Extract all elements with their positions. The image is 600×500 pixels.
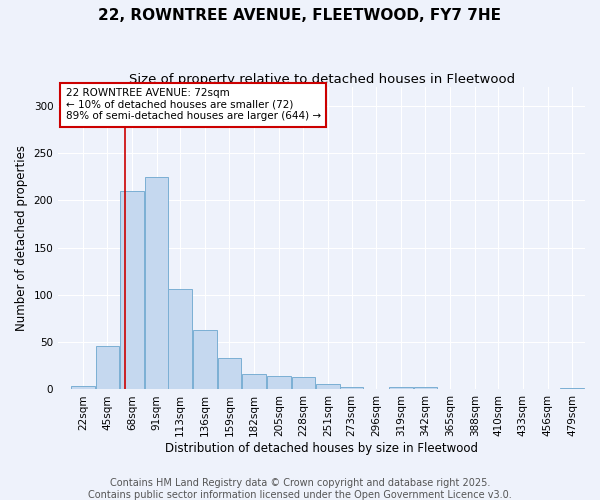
Bar xyxy=(267,376,290,390)
Bar xyxy=(169,289,192,390)
Bar xyxy=(218,358,241,390)
Text: Contains HM Land Registry data © Crown copyright and database right 2025.
Contai: Contains HM Land Registry data © Crown c… xyxy=(88,478,512,500)
Bar xyxy=(193,330,217,390)
Bar xyxy=(316,384,340,390)
Text: 22 ROWNTREE AVENUE: 72sqm
← 10% of detached houses are smaller (72)
89% of semi-: 22 ROWNTREE AVENUE: 72sqm ← 10% of detac… xyxy=(65,88,321,122)
Bar xyxy=(292,377,315,390)
Bar xyxy=(242,374,266,390)
Bar xyxy=(71,386,95,390)
Title: Size of property relative to detached houses in Fleetwood: Size of property relative to detached ho… xyxy=(128,72,515,86)
Bar xyxy=(560,388,584,390)
Bar xyxy=(340,386,364,390)
Bar xyxy=(120,191,144,390)
Text: 22, ROWNTREE AVENUE, FLEETWOOD, FY7 7HE: 22, ROWNTREE AVENUE, FLEETWOOD, FY7 7HE xyxy=(98,8,502,22)
Bar xyxy=(145,176,169,390)
Y-axis label: Number of detached properties: Number of detached properties xyxy=(15,145,28,331)
X-axis label: Distribution of detached houses by size in Fleetwood: Distribution of detached houses by size … xyxy=(165,442,478,455)
Bar xyxy=(364,388,388,390)
Bar xyxy=(413,386,437,390)
Bar xyxy=(95,346,119,390)
Bar xyxy=(389,386,413,390)
